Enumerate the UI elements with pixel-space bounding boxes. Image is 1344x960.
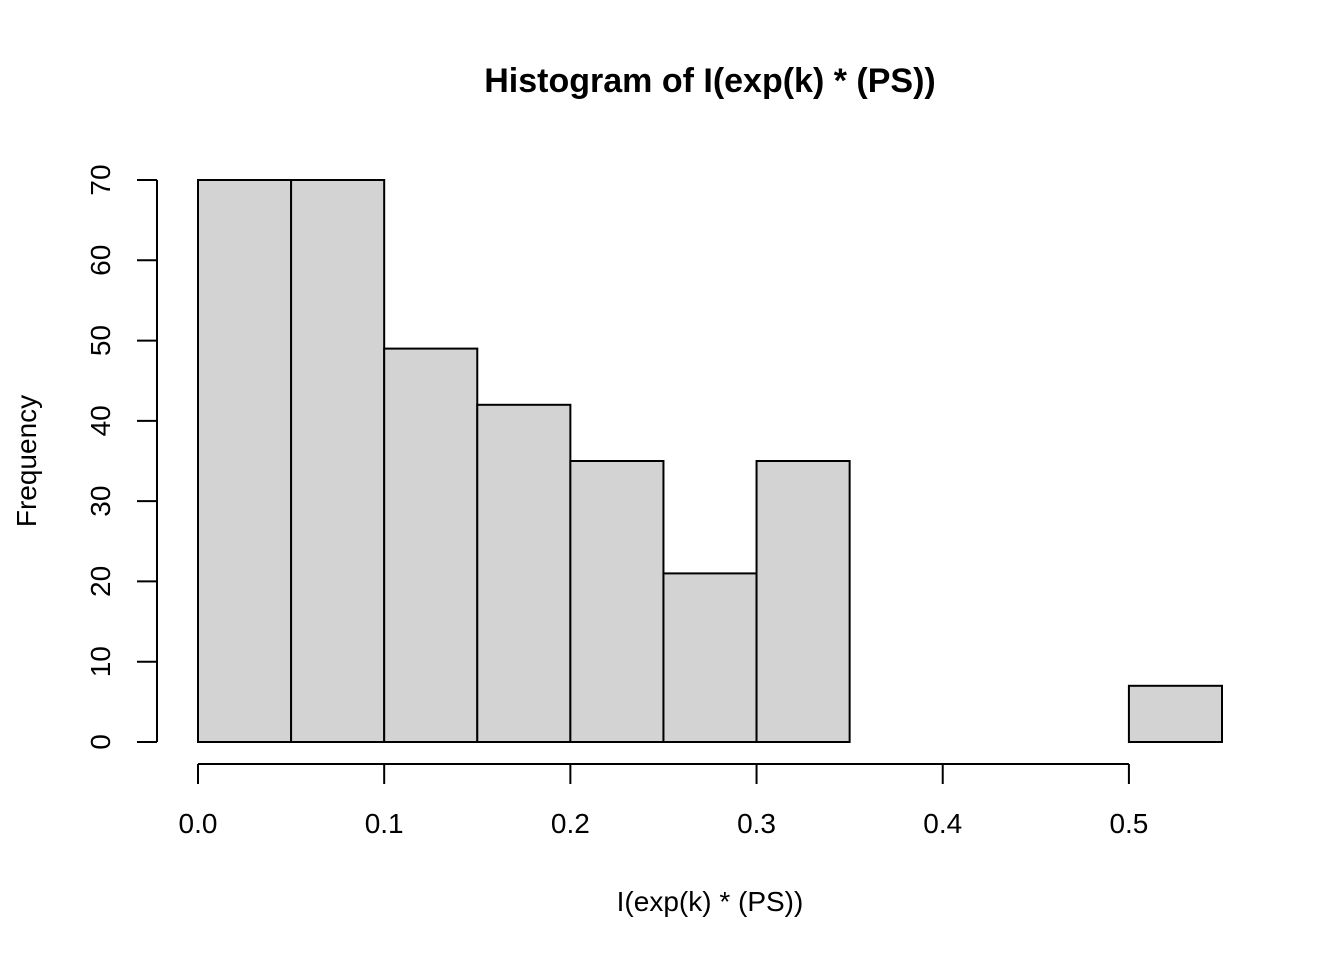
y-tick-label: 20: [85, 566, 116, 597]
histogram-bar: [662, 572, 758, 744]
y-tick-label: 60: [85, 245, 116, 276]
histogram-bar: [197, 179, 293, 743]
y-tick-label: 40: [85, 405, 116, 436]
x-tick-label: 0.5: [1109, 808, 1148, 839]
y-tick-label: 0: [85, 734, 116, 750]
y-axis-label: Frequency: [11, 395, 42, 527]
y-tick-label: 10: [85, 646, 116, 677]
x-tick-label: 0.0: [179, 808, 218, 839]
y-tick-label: 30: [85, 486, 116, 517]
y-tick-label: 70: [85, 164, 116, 195]
y-tick-label: 50: [85, 325, 116, 356]
histogram-bar: [755, 460, 851, 743]
x-tick-label: 0.2: [551, 808, 590, 839]
histogram-bar: [290, 179, 386, 743]
x-tick-label: 0.3: [737, 808, 776, 839]
bars-group: [197, 179, 1223, 744]
x-axis-label: I(exp(k) * (PS)): [617, 886, 804, 917]
histogram-bar: [383, 347, 479, 743]
x-tick-label: 0.1: [365, 808, 404, 839]
x-tick-label: 0.4: [923, 808, 962, 839]
histogram-bar: [476, 403, 572, 743]
histogram-bar: [569, 460, 665, 743]
x-axis: 0.0 0.1 0.2 0.3 0.4 0.5: [179, 763, 1148, 839]
histogram-bar: [1127, 684, 1223, 743]
chart-title: Histogram of I(exp(k) * (PS)): [484, 62, 935, 100]
y-axis: 0 10 20 30 40 50 60 70: [85, 164, 158, 750]
